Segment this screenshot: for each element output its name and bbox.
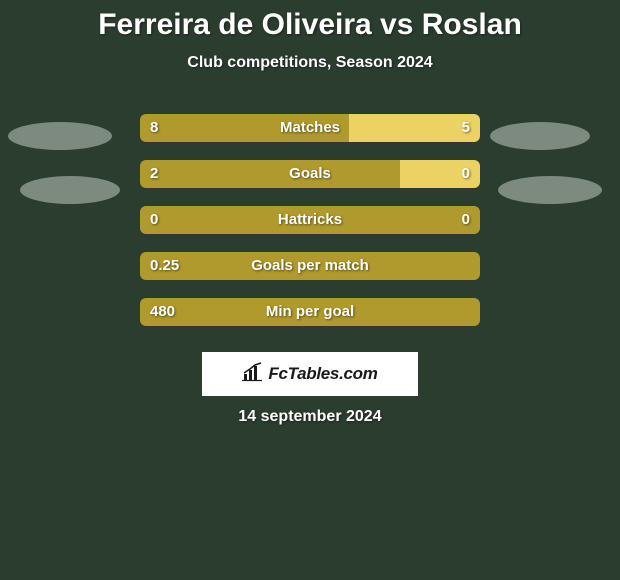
brand-text: FcTables.com <box>268 364 377 384</box>
bar-left <box>140 206 480 234</box>
date-label: 14 september 2024 <box>0 408 620 426</box>
stat-value-left: 2 <box>150 160 158 188</box>
stat-value-right: 0 <box>462 160 470 188</box>
stat-row: Goals per match0.25 <box>0 252 620 280</box>
bar-left <box>140 252 480 280</box>
bar-chart-icon <box>242 362 264 387</box>
bar-left <box>140 298 480 326</box>
avatar-ellipse <box>498 176 602 204</box>
page-title: Ferreira de Oliveira vs Roslan <box>0 0 620 42</box>
avatar-ellipse <box>8 122 112 150</box>
stat-value-right: 0 <box>462 206 470 234</box>
stat-value-left: 480 <box>150 298 175 326</box>
bar-track <box>140 252 480 280</box>
stat-value-left: 0.25 <box>150 252 179 280</box>
bar-track <box>140 114 480 142</box>
bar-left <box>140 114 349 142</box>
stat-value-right: 5 <box>462 114 470 142</box>
brand-box: FcTables.com <box>202 352 418 396</box>
stat-row: Min per goal480 <box>0 298 620 326</box>
bar-track <box>140 298 480 326</box>
bar-left <box>140 160 400 188</box>
avatar-ellipse <box>490 122 590 150</box>
stat-row: Hattricks00 <box>0 206 620 234</box>
avatar-ellipse <box>20 176 120 204</box>
bar-right <box>349 114 480 142</box>
bar-track <box>140 160 480 188</box>
stat-value-left: 0 <box>150 206 158 234</box>
page-subtitle: Club competitions, Season 2024 <box>0 54 620 72</box>
bar-track <box>140 206 480 234</box>
stat-value-left: 8 <box>150 114 158 142</box>
